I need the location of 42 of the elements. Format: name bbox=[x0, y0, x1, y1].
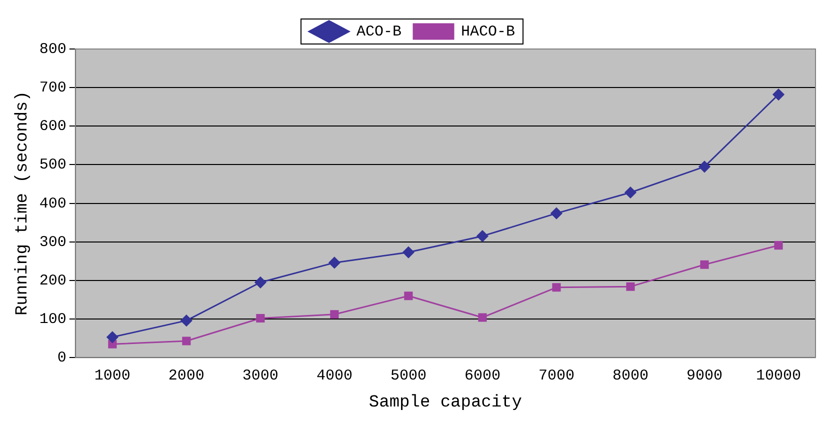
y-tick-label: 600 bbox=[39, 118, 66, 136]
point bbox=[772, 88, 784, 100]
legend-label: ACO-B bbox=[356, 23, 402, 40]
x-tick-label: 5000 bbox=[390, 368, 426, 385]
y-tick-label: 100 bbox=[39, 310, 66, 328]
point bbox=[404, 292, 413, 300]
y-tick-label: 700 bbox=[39, 80, 66, 97]
point bbox=[624, 186, 636, 198]
x-tick-label: 2000 bbox=[168, 368, 204, 385]
point bbox=[256, 314, 265, 323]
point bbox=[552, 283, 561, 292]
y-tick-label: 400 bbox=[39, 195, 66, 212]
point bbox=[550, 208, 562, 220]
x-tick-label: 1000 bbox=[94, 368, 130, 385]
point bbox=[106, 331, 118, 343]
x-tick-label: 8000 bbox=[612, 368, 648, 385]
point bbox=[254, 276, 266, 288]
y-tick-label: 0 bbox=[57, 350, 66, 367]
point bbox=[402, 246, 414, 258]
point bbox=[330, 310, 339, 319]
point bbox=[774, 241, 783, 250]
point bbox=[478, 313, 487, 322]
point bbox=[626, 282, 635, 291]
legend-label: HACO-B bbox=[461, 23, 516, 40]
y-tick-label: 300 bbox=[39, 234, 66, 251]
point bbox=[476, 230, 488, 242]
point bbox=[698, 160, 710, 172]
x-tick-label: 6000 bbox=[464, 368, 500, 385]
y-tick-label: 800 bbox=[39, 40, 66, 58]
y-axis-title: Running time (seconds) bbox=[14, 91, 33, 316]
x-tick-label: 3000 bbox=[242, 368, 278, 385]
point bbox=[328, 256, 340, 268]
y-tick-label: 200 bbox=[39, 272, 66, 290]
x-tick-label: 9000 bbox=[686, 368, 722, 385]
x-tick-label: 10000 bbox=[756, 368, 802, 385]
point bbox=[700, 260, 709, 269]
x-tick-label: 4000 bbox=[316, 368, 352, 385]
x-axis-title: Sample capacity bbox=[368, 393, 522, 412]
point bbox=[182, 336, 191, 346]
y-tick-label: 500 bbox=[39, 156, 66, 174]
point bbox=[180, 314, 192, 326]
x-tick-label: 7000 bbox=[538, 368, 574, 385]
